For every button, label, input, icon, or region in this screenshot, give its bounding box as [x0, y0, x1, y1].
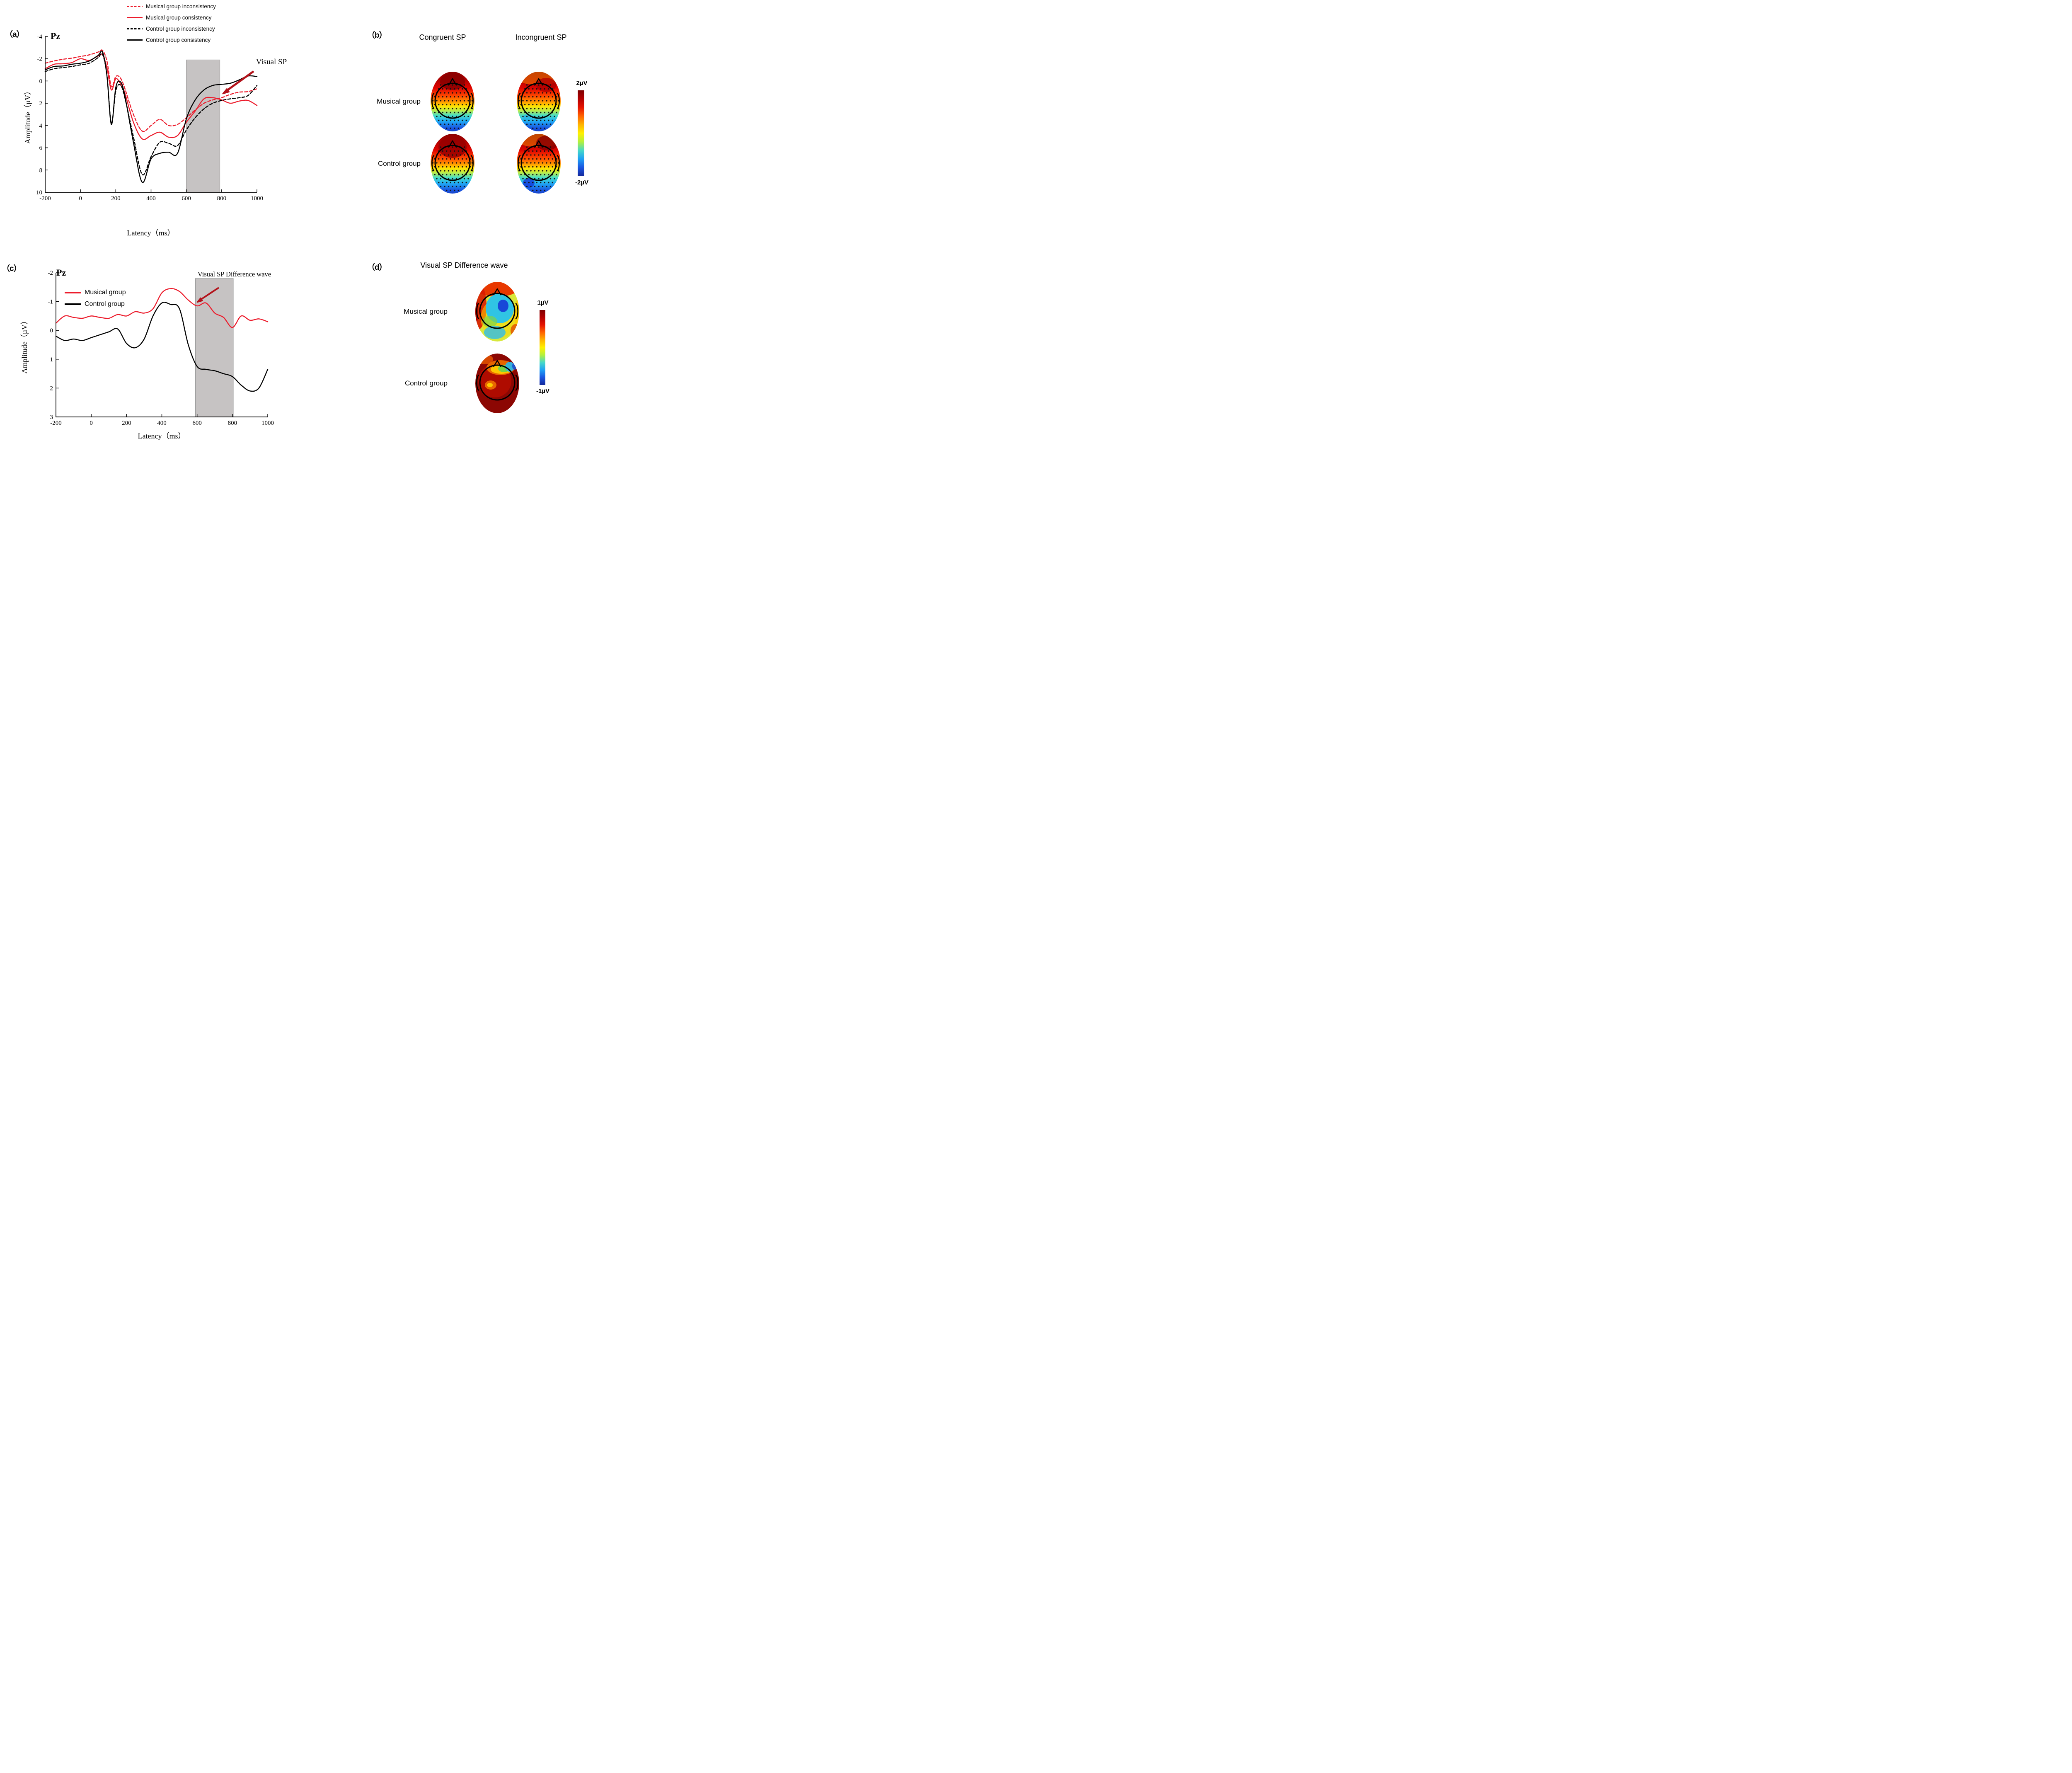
topomap-difference-musical [475, 282, 519, 342]
chart-a-x-axis-label: Latency（ms） [127, 229, 175, 237]
chart-c-legend: Musical group Control group [65, 287, 126, 310]
topomap-control-congruent [431, 134, 474, 194]
topomap-musical-congruent [431, 72, 474, 131]
solid-black-line-icon [65, 303, 81, 305]
congruent-sp-title: Congruent SP [419, 33, 466, 41]
svg-text:1000: 1000 [261, 420, 274, 426]
chart-c-site-label: Pz [56, 267, 66, 278]
colorbar-b-max-label: 2µV [576, 80, 588, 87]
colorbar-d-min-label: -1µV [536, 388, 549, 395]
svg-text:-4: -4 [37, 34, 43, 40]
svg-text:400: 400 [146, 195, 156, 202]
svg-text:10: 10 [36, 189, 42, 196]
colorbar-b-min-label: -2µV [575, 179, 588, 186]
svg-text:0: 0 [50, 327, 53, 334]
visual-sp-difference-annotation: Visual SP Difference wave [197, 270, 271, 278]
erp-chart-a: -4 -2 0 2 4 6 8 10-200 0 200 400 600 800 1000 [36, 34, 263, 202]
row-label-control-group: Control group [404, 379, 448, 387]
legend-item: Musical group consistency [127, 12, 216, 23]
svg-text:600: 600 [192, 420, 202, 426]
legend-label: Musical group [85, 289, 126, 296]
topomap-control-incongruent [517, 134, 561, 194]
legend-label: Control group [85, 300, 125, 308]
legend-label: Musical group consistency [146, 15, 212, 21]
svg-text:4: 4 [39, 123, 43, 129]
svg-text:-2: -2 [37, 56, 43, 63]
svg-text:600: 600 [182, 195, 191, 202]
chart-c-y-axis-label: Amplitude（µV） [20, 317, 29, 374]
svg-text:1: 1 [50, 356, 53, 363]
colorbar-d-max-label: 1µV [537, 299, 549, 306]
svg-text:0: 0 [79, 195, 82, 202]
svg-text:200: 200 [122, 420, 131, 426]
svg-text:-2: -2 [48, 270, 53, 276]
chart-a-site-label: Pz [51, 31, 61, 41]
panel-d-title: Visual SP Difference wave [420, 261, 508, 269]
chart-a-legend: Musical group inconsistency Musical grou… [127, 1, 216, 46]
dashed-red-line-icon [127, 5, 143, 7]
legend-item: Control group inconsistency [127, 23, 216, 34]
solid-red-line-icon [127, 17, 143, 19]
legend-label: Control group consistency [146, 37, 211, 43]
annotation-arrow-icon [222, 70, 254, 94]
solid-black-line-icon [127, 39, 143, 41]
solid-red-line-icon [65, 292, 81, 293]
chart-c-x-axis-label: Latency（ms） [138, 432, 186, 440]
incongruent-sp-title: Incongruent SP [515, 33, 567, 41]
panel-b-label: （b） [367, 31, 387, 40]
legend-item: Musical group [65, 287, 126, 298]
topomap-difference-control [475, 354, 519, 413]
svg-text:3: 3 [50, 414, 53, 421]
colorbar-d [540, 310, 545, 385]
chart-a-y-axis-label: Amplitude（µV） [24, 87, 32, 144]
panel-a-label: （a） [5, 30, 24, 39]
colorbar-b [578, 90, 584, 176]
svg-text:400: 400 [157, 420, 167, 426]
panel-d-label: （d） [367, 263, 387, 272]
legend-item: Control group [65, 298, 126, 310]
svg-text:-200: -200 [39, 195, 51, 202]
row-label-control-group: Control group [378, 160, 421, 167]
dashed-black-line-icon [127, 28, 143, 30]
panel-c-label: （c） [2, 264, 22, 273]
svg-text:2: 2 [50, 385, 53, 392]
svg-text:0: 0 [39, 78, 43, 85]
legend-item: Control group consistency [127, 34, 216, 46]
svg-text:1000: 1000 [251, 195, 263, 202]
row-label-musical-group: Musical group [404, 308, 448, 315]
svg-text:0: 0 [90, 420, 93, 426]
svg-text:6: 6 [39, 145, 43, 152]
topomap-musical-incongruent [517, 72, 561, 131]
legend-label: Musical group inconsistency [146, 3, 216, 10]
svg-text:2: 2 [39, 100, 43, 107]
figure-canvas: （a） -4 -2 0 2 4 6 8 10 -200 0 200 400 600 800 1000 Pz … [0, 0, 592, 443]
svg-text:8: 8 [39, 167, 43, 174]
svg-text:200: 200 [111, 195, 121, 202]
visual-sp-annotation: Visual SP [256, 58, 287, 66]
erp-chart-c: -2 -1 0 1 2 3-200 0 200 400 600 800 1000 [48, 270, 274, 426]
row-label-musical-group: Musical group [377, 97, 421, 105]
legend-label: Control group inconsistency [146, 26, 215, 32]
svg-text:800: 800 [217, 195, 227, 202]
annotation-arrow-icon [196, 287, 220, 303]
legend-item: Musical group inconsistency [127, 1, 216, 12]
svg-text:-1: -1 [48, 299, 53, 305]
svg-text:800: 800 [228, 420, 237, 426]
svg-text:-200: -200 [50, 420, 62, 426]
